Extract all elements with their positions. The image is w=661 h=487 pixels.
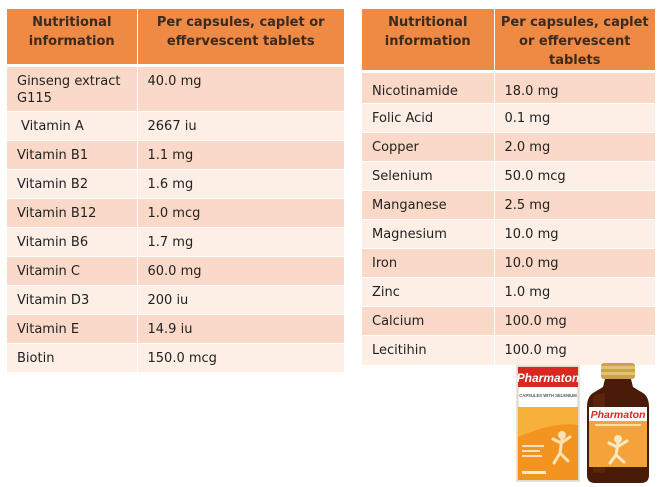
nutrient-name: Vitamin C bbox=[7, 256, 138, 286]
nutrient-value: 1.0 mg bbox=[494, 277, 655, 307]
header-nutritional-information: Nutritional information bbox=[7, 9, 138, 67]
nutrient-value: 40.0 mg bbox=[137, 65, 344, 112]
table-row: Vitamin D3 200 iu bbox=[7, 285, 344, 315]
nutrient-value: 200 iu bbox=[137, 285, 344, 315]
table-row: Ginseng extract G115 40.0 mg bbox=[7, 65, 344, 112]
table-row: Nicotinamide 18.0 mg bbox=[362, 71, 655, 104]
nutrient-name: Zinc bbox=[362, 277, 495, 307]
table-header-row: Nutritional information Per capsules, ca… bbox=[7, 9, 344, 67]
nutrient-name: Vitamin B12 bbox=[7, 198, 138, 228]
box-subtitle-text: CAPSULES WITH SELENIUM bbox=[519, 393, 577, 398]
nutrient-value: 2.5 mg bbox=[494, 190, 655, 220]
nutrient-value: 100.0 mg bbox=[494, 335, 655, 366]
nutrient-value: 18.0 mg bbox=[494, 71, 655, 104]
nutrient-name: Vitamin D3 bbox=[7, 285, 138, 315]
nutrient-name: Manganese bbox=[362, 190, 495, 220]
nutrient-name: Vitamin B1 bbox=[7, 140, 138, 170]
nutrient-name: Lecitihin bbox=[362, 335, 495, 366]
nutrient-value: 1.1 mg bbox=[137, 140, 344, 170]
nutrient-name: Nicotinamide bbox=[362, 71, 495, 104]
pharmaton-box-image: Pharmaton CAPSULES WITH SELENIUM bbox=[516, 365, 580, 482]
nutrient-value: 50.0 mcg bbox=[494, 161, 655, 191]
runner-figure-icon bbox=[551, 431, 572, 465]
nutrient-value: 10.0 mg bbox=[494, 219, 655, 249]
table-row: Biotin 150.0 mcg bbox=[7, 343, 344, 373]
nutrient-name: Vitamin A bbox=[7, 111, 138, 141]
bottle-runner-icon bbox=[607, 435, 629, 465]
right-nutrition-table: Nutritional information Per capsules, ca… bbox=[362, 9, 655, 366]
table-row: Vitamin B12 1.0 mcg bbox=[7, 198, 344, 228]
table-row: Lecitihin 100.0 mg bbox=[362, 335, 655, 366]
nutrient-value: 60.0 mg bbox=[137, 256, 344, 286]
table-row: Selenium 50.0 mcg bbox=[362, 161, 655, 191]
nutrient-name: Calcium bbox=[362, 306, 495, 336]
left-nutrition-table: Nutritional information Per capsules, ca… bbox=[7, 9, 344, 373]
nutrient-value: 2.0 mg bbox=[494, 132, 655, 162]
nutrient-value: 2667 iu bbox=[137, 111, 344, 141]
nutrient-name: Copper bbox=[362, 132, 495, 162]
nutrient-name: Vitamin B2 bbox=[7, 169, 138, 199]
table-row: Vitamin B6 1.7 mg bbox=[7, 227, 344, 257]
nutrient-name: Iron bbox=[362, 248, 495, 278]
nutrient-name: Magnesium bbox=[362, 219, 495, 249]
header-per-capsule: Per capsules, caplet or effervescent tab… bbox=[494, 9, 655, 73]
nutrient-name: Selenium bbox=[362, 161, 495, 191]
table-row: Copper 2.0 mg bbox=[362, 132, 655, 162]
table-row: Folic Acid 0.1 mg bbox=[362, 103, 655, 133]
nutrient-value: 1.7 mg bbox=[137, 227, 344, 257]
table-row: Manganese 2.5 mg bbox=[362, 190, 655, 220]
bottle-brand-text: Pharmaton bbox=[591, 409, 646, 421]
box-brand-text: Pharmaton bbox=[517, 371, 580, 385]
nutrient-value: 10.0 mg bbox=[494, 248, 655, 278]
nutrient-name: Biotin bbox=[7, 343, 138, 373]
table-row: Vitamin B2 1.6 mg bbox=[7, 169, 344, 199]
nutrient-value: 150.0 mcg bbox=[137, 343, 344, 373]
table-row: Vitamin E 14.9 iu bbox=[7, 314, 344, 344]
nutrient-value: 1.6 mg bbox=[137, 169, 344, 199]
header-per-capsule: Per capsules, caplet or effervescent tab… bbox=[137, 9, 344, 67]
table-row: Vitamin C 60.0 mg bbox=[7, 256, 344, 286]
table-row: Iron 10.0 mg bbox=[362, 248, 655, 278]
nutrient-name: Vitamin B6 bbox=[7, 227, 138, 257]
nutrient-value: 100.0 mg bbox=[494, 306, 655, 336]
table-header-row: Nutritional information Per capsules, ca… bbox=[362, 9, 655, 73]
nutrient-value: 1.0 mcg bbox=[137, 198, 344, 228]
nutrient-name: Ginseng extract G115 bbox=[7, 65, 138, 112]
table-row: Vitamin B1 1.1 mg bbox=[7, 140, 344, 170]
pharmaton-bottle-image: Pharmaton bbox=[585, 363, 651, 483]
table-row: Zinc 1.0 mg bbox=[362, 277, 655, 307]
nutrient-value: 0.1 mg bbox=[494, 103, 655, 133]
table-row: Calcium 100.0 mg bbox=[362, 306, 655, 336]
table-row: Magnesium 10.0 mg bbox=[362, 219, 655, 249]
table-row: Vitamin A 2667 iu bbox=[7, 111, 344, 141]
nutrient-value: 14.9 iu bbox=[137, 314, 344, 344]
header-nutritional-information: Nutritional information bbox=[362, 9, 495, 73]
nutrient-name: Vitamin E bbox=[7, 314, 138, 344]
nutrient-name: Folic Acid bbox=[362, 103, 495, 133]
